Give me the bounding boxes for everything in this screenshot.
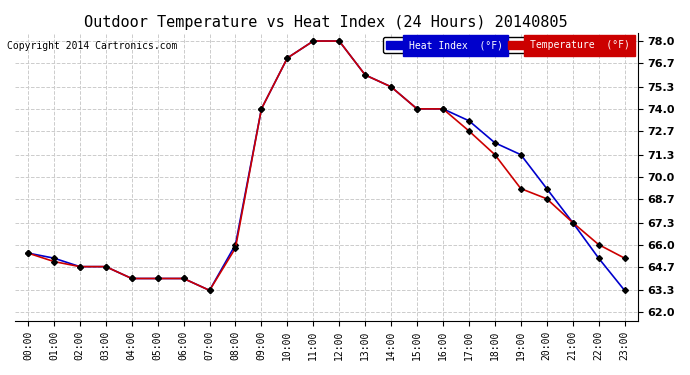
Text: Copyright 2014 Cartronics.com: Copyright 2014 Cartronics.com	[7, 41, 177, 51]
Title: Outdoor Temperature vs Heat Index (24 Hours) 20140805: Outdoor Temperature vs Heat Index (24 Ho…	[84, 15, 568, 30]
Legend: Heat Index  (°F), Temperature  (°F): Heat Index (°F), Temperature (°F)	[384, 38, 633, 53]
